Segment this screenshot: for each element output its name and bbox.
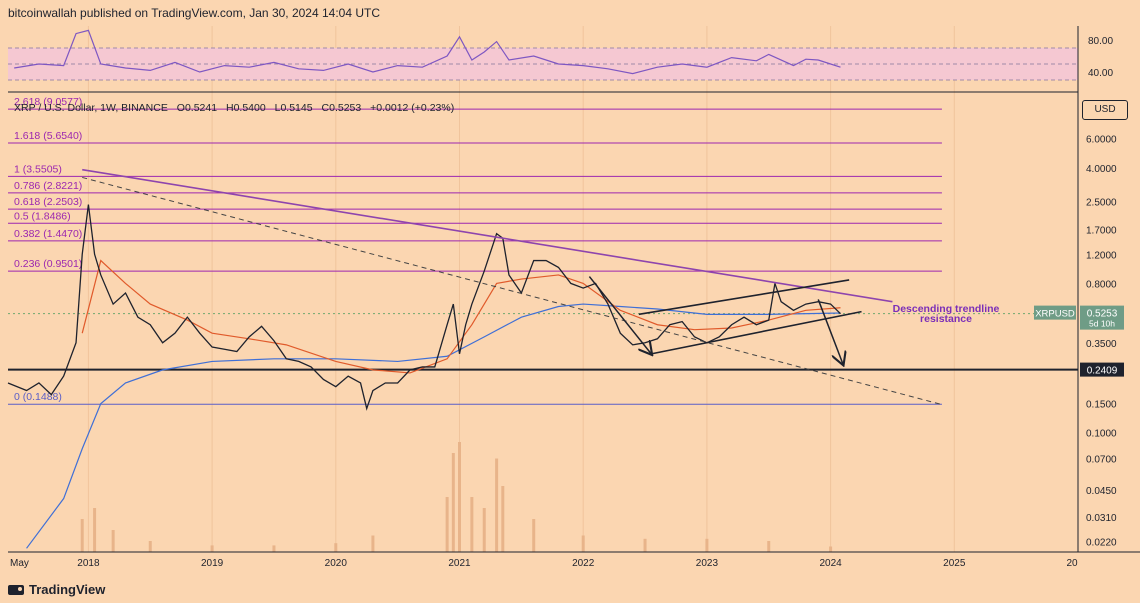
volume-bar bbox=[470, 497, 474, 552]
ema-slow-line bbox=[26, 303, 841, 549]
trend-layer bbox=[82, 168, 943, 406]
support-price-label: 0.2409 bbox=[1087, 366, 1118, 377]
fib-level-label: 0.236 (0.9501) bbox=[14, 258, 82, 270]
last-price-label: 0.5253 bbox=[1087, 309, 1118, 320]
volume-bar bbox=[532, 519, 536, 552]
volume-bar bbox=[829, 546, 833, 552]
support-price-box bbox=[1080, 362, 1124, 377]
fib-level-label: 0.618 (2.2503) bbox=[14, 196, 82, 208]
rsi-tick-label: 40.00 bbox=[1088, 68, 1113, 79]
price-tick-label: 0.8000 bbox=[1086, 279, 1117, 290]
symbol-tag-box bbox=[1034, 305, 1076, 320]
symbol-name[interactable]: XRP / U.S. Dollar, 1W, BINANCE bbox=[14, 102, 168, 114]
fib-layer: 2.618 (9.0577) 1.618 (5.6540) 1 (3.5505) 0.… bbox=[8, 96, 1078, 405]
time-tick-label: 2023 bbox=[696, 558, 719, 569]
fib-level-label: 1.618 (5.6540) bbox=[14, 130, 82, 142]
direction-arrow bbox=[588, 276, 651, 354]
price-tick-label: 2.5000 bbox=[1086, 198, 1117, 209]
low-value: L0.5145 bbox=[274, 102, 313, 114]
tradingview-logo[interactable]: TradingView bbox=[8, 582, 105, 597]
time-edge-label: May bbox=[10, 558, 29, 569]
price-line bbox=[7, 204, 841, 411]
volume-bar bbox=[501, 486, 505, 552]
price-tick-label: 0.0700 bbox=[1086, 454, 1117, 465]
fib-level-label: 0.5 (1.8486) bbox=[14, 210, 71, 222]
time-tick-label: 2019 bbox=[201, 558, 224, 569]
axis-layer: 80.0040.009.00006.00004.00002.50001.7000… bbox=[10, 36, 1124, 569]
price-tick-label: 6.0000 bbox=[1086, 135, 1117, 146]
volume-bar bbox=[458, 442, 462, 552]
currency-button[interactable]: USD bbox=[1082, 100, 1128, 120]
rsi-tick-label: 80.00 bbox=[1088, 36, 1113, 47]
change-value: +0.0012 (+0.23%) bbox=[370, 102, 455, 114]
open-value: O0.5241 bbox=[176, 102, 218, 114]
trendline-annotation-line2: resistance bbox=[920, 313, 972, 325]
time-tick-label: 2020 bbox=[325, 558, 348, 569]
price-tick-label: 1.2000 bbox=[1086, 250, 1117, 261]
tradingview-brand: TradingView bbox=[29, 582, 106, 597]
price-tick-label: 0.0450 bbox=[1086, 486, 1117, 497]
dashed-trendline bbox=[82, 176, 943, 406]
ema-fast-line bbox=[81, 259, 841, 374]
fib-level-label: 0.786 (2.8221) bbox=[14, 180, 82, 192]
volume-bar bbox=[482, 508, 486, 552]
volume-bar bbox=[445, 497, 449, 552]
symbol-legend: XRP / U.S. Dollar, 1W, BINANCE O0.5241 H… bbox=[14, 102, 460, 114]
price-tick-label: 0.0220 bbox=[1086, 537, 1117, 548]
price-tick-label: 1.7000 bbox=[1086, 225, 1117, 236]
close-value: C0.5253 bbox=[321, 102, 362, 114]
symbol-tag-label: XRPUSD bbox=[1035, 309, 1075, 320]
plot-background bbox=[8, 22, 1078, 552]
price-tick-label: 0.3500 bbox=[1086, 339, 1117, 350]
fib-level-label: 0.382 (1.4470) bbox=[14, 228, 82, 240]
volume-bar bbox=[581, 535, 585, 552]
volume-layer bbox=[80, 442, 833, 552]
countdown-label: 5d 10h bbox=[1089, 319, 1115, 329]
volume-bar bbox=[371, 535, 375, 552]
tradingview-logo-icon bbox=[8, 584, 24, 595]
volume-bar bbox=[495, 458, 499, 552]
price-tick-label: 0.1000 bbox=[1086, 429, 1117, 440]
published-note: bitcoinwallah published on TradingView.c… bbox=[8, 6, 381, 20]
fib-level-label: 2.618 (9.0577) bbox=[14, 96, 82, 108]
high-value: H0.5400 bbox=[226, 102, 266, 114]
time-tick-label: 2021 bbox=[448, 558, 471, 569]
last-price-box bbox=[1080, 305, 1124, 330]
channel-lower bbox=[651, 310, 862, 355]
time-tick-label: 2024 bbox=[819, 558, 842, 569]
volume-bar bbox=[705, 538, 709, 552]
volume-bar bbox=[272, 545, 276, 552]
fib-level-label: 0 (0.1488) bbox=[14, 391, 62, 403]
volume-bar bbox=[148, 541, 152, 552]
time-tick-label: 2018 bbox=[77, 558, 100, 569]
fib-level-label: 1 (3.5505) bbox=[14, 163, 62, 175]
channel-upper bbox=[638, 279, 850, 316]
descending-trendline bbox=[82, 168, 893, 303]
rsi-line bbox=[14, 29, 841, 75]
trendline-annotation: Descending trendline bbox=[893, 303, 1000, 315]
direction-arrow bbox=[817, 299, 843, 364]
price-tick-label: 4.0000 bbox=[1086, 164, 1117, 175]
volume-bar bbox=[93, 508, 97, 552]
volume-bar bbox=[451, 453, 455, 552]
line-layer bbox=[7, 204, 841, 549]
volume-bar bbox=[210, 545, 214, 552]
bottom-bar: TradingView bbox=[0, 577, 1140, 603]
time-tick-label: 2022 bbox=[572, 558, 595, 569]
volume-bar bbox=[111, 530, 115, 552]
rsi-panel bbox=[8, 29, 1078, 81]
time-tick-label: 20 bbox=[1066, 558, 1078, 569]
volume-bar bbox=[80, 519, 84, 552]
price-tick-label: 0.1500 bbox=[1086, 400, 1117, 411]
volume-bar bbox=[767, 541, 771, 552]
top-bar: bitcoinwallah published on TradingView.c… bbox=[0, 0, 1140, 26]
time-tick-label: 2025 bbox=[943, 558, 966, 569]
volume-bar bbox=[334, 543, 338, 552]
volume-bar bbox=[643, 538, 647, 552]
price-tick-label: 0.0310 bbox=[1086, 513, 1117, 524]
